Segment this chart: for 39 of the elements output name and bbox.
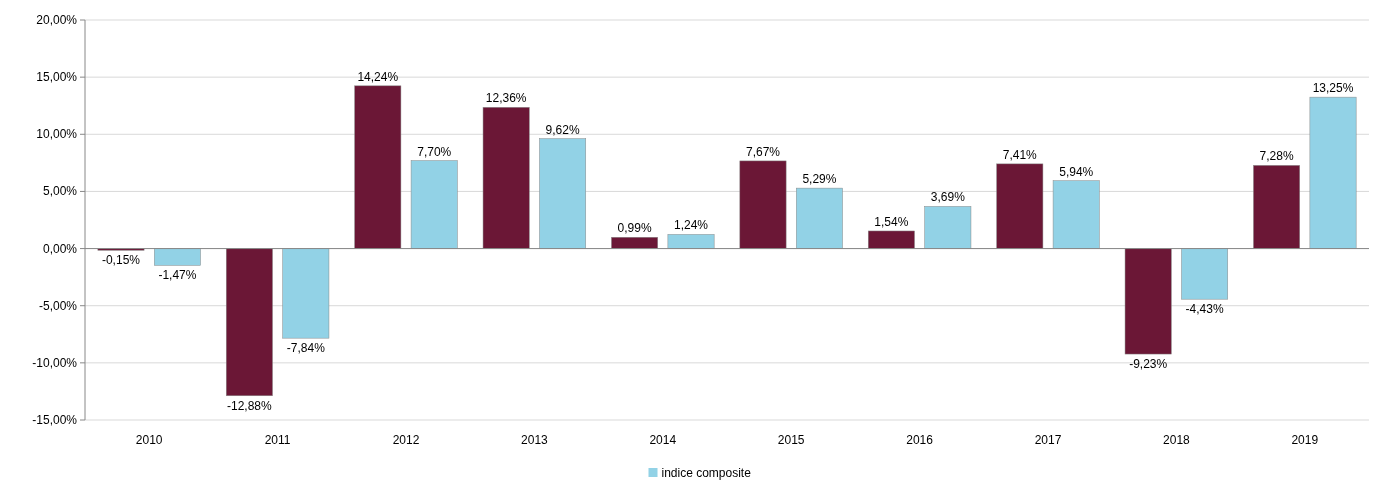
data-label: 7,70%	[417, 144, 452, 159]
data-label: -12,88%	[227, 398, 273, 413]
data-label: 5,94%	[1059, 164, 1094, 179]
data-label: 7,67%	[745, 144, 781, 159]
x-tick-label: 2019	[1291, 433, 1319, 447]
data-label: 13,25%	[1312, 81, 1354, 96]
x-tick-label: 2018	[1163, 433, 1191, 447]
data-label: 12,36%	[485, 91, 527, 106]
data-label: 7,28%	[1259, 149, 1294, 164]
data-label: -4,43%	[1185, 302, 1224, 317]
x-tick-label: 2014	[649, 433, 677, 447]
legend-label: indice composite	[661, 466, 752, 480]
data-label: 1,54%	[874, 214, 909, 229]
y-tick-label: -15,00%	[32, 413, 78, 427]
data-label: -9,23%	[1129, 357, 1168, 372]
data-label: 7,41%	[1002, 147, 1038, 162]
x-tick-label: 2013	[521, 433, 549, 447]
x-tick-label: 2015	[777, 433, 805, 447]
data-label: 9,62%	[545, 122, 580, 137]
y-tick-label: -10,00%	[32, 355, 78, 370]
y-tick-label: 15,00%	[36, 70, 78, 85]
x-tick-label: 2011	[264, 433, 291, 447]
data-label: -7,84%	[286, 341, 326, 356]
x-tick-label: 2017	[1034, 433, 1062, 447]
y-tick-label: 5,00%	[42, 184, 78, 199]
y-tick-label: 0,00%	[42, 241, 78, 256]
data-label: 14,24%	[357, 69, 399, 84]
data-label: -1,47%	[158, 268, 197, 283]
data-label: 1,24%	[674, 218, 709, 233]
data-label: 3,69%	[930, 190, 966, 205]
x-tick-label: 2010	[135, 433, 163, 447]
y-tick-label: 20,00%	[36, 13, 78, 27]
data-label: 5,29%	[802, 172, 837, 187]
y-tick-label: 10,00%	[36, 127, 78, 142]
x-tick-label: 2012	[392, 433, 420, 447]
x-tick-label: 2016	[906, 433, 934, 447]
data-label: -0,15%	[101, 253, 141, 268]
data-label: 0,99%	[617, 221, 652, 236]
y-tick-label: -5,00%	[38, 298, 78, 313]
